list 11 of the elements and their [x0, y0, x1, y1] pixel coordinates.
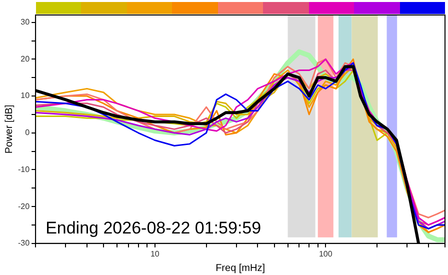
y-tick-label: -10: [18, 164, 30, 174]
y-tick-label: -20: [18, 202, 30, 211]
y-tick-label: 10: [20, 91, 30, 100]
annotation: Ending 2026-08-22 01:59:59: [46, 218, 262, 238]
y-tick-label: 30: [20, 18, 30, 27]
y-tick-label: 20: [20, 54, 30, 64]
x-axis-title: Freq [mHz]: [216, 262, 266, 274]
y-tick-label: -30: [18, 238, 30, 248]
y-tick-label: 0: [25, 128, 30, 138]
y-axis-title: Power [dB]: [4, 104, 15, 154]
x-tick-label: 100: [318, 249, 333, 258]
